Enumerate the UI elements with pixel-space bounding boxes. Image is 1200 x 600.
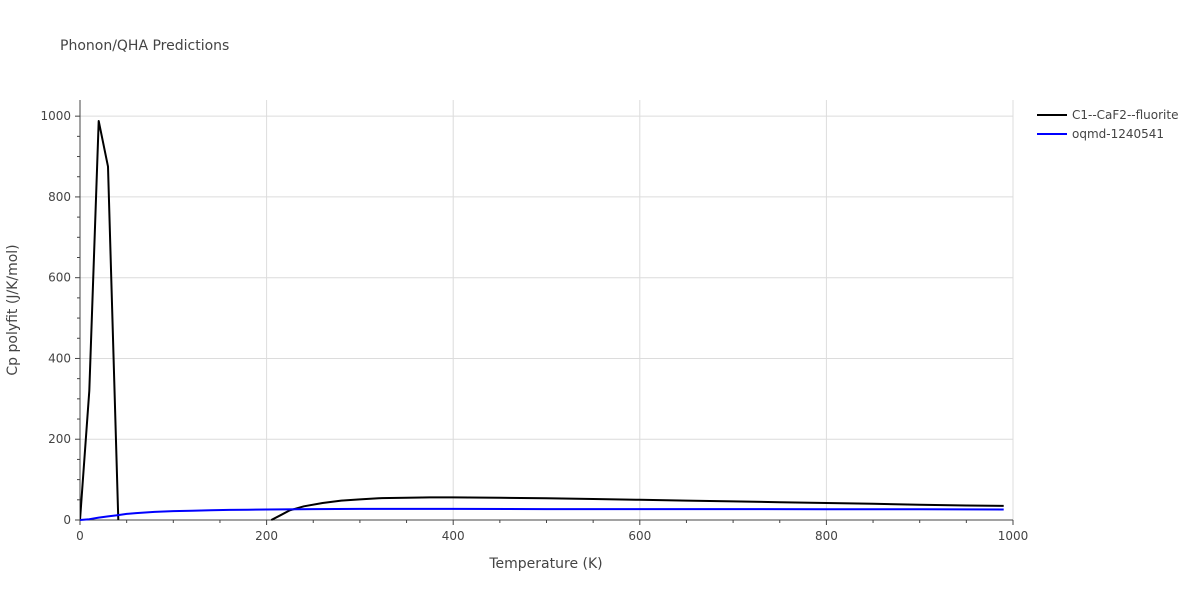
grid-layer xyxy=(80,100,1014,520)
x-tick-label: 800 xyxy=(815,529,838,543)
x-tick-label: 600 xyxy=(628,529,651,543)
x-tick-label: 400 xyxy=(442,529,465,543)
x-axis-title: Temperature (K) xyxy=(488,556,602,572)
series-line-1 xyxy=(270,496,1004,521)
series-line-2 xyxy=(80,507,1004,521)
legend[interactable]: C1--CaF2--fluorite oqmd-1240541 xyxy=(1037,108,1178,141)
y-tick-label: 800 xyxy=(48,190,71,204)
y-tick-label: 600 xyxy=(48,271,71,285)
series-layer xyxy=(80,120,1004,521)
y-tick-label: 200 xyxy=(48,432,71,446)
x-tick-label: 0 xyxy=(76,529,84,543)
y-tick-label: 400 xyxy=(48,351,71,365)
legend-label: oqmd-1240541 xyxy=(1072,127,1164,141)
chart-title: Phonon/QHA Predictions xyxy=(60,38,229,54)
legend-label: C1--CaF2--fluorite xyxy=(1072,108,1178,122)
x-tick-label: 1000 xyxy=(998,529,1029,543)
series-line-1 xyxy=(80,120,120,521)
legend-item[interactable]: C1--CaF2--fluorite xyxy=(1037,108,1178,122)
y-tick-label: 0 xyxy=(63,513,71,527)
x-tick-label: 200 xyxy=(255,529,278,543)
y-axis-title: Cp polyfit (J/K/mol) xyxy=(5,244,21,375)
legend-item[interactable]: oqmd-1240541 xyxy=(1037,127,1164,141)
axes-layer: 0 200 400 600 800 1000 0 200 400 600 800 1000 xyxy=(40,100,1028,543)
y-tick-label: 1000 xyxy=(40,109,71,123)
